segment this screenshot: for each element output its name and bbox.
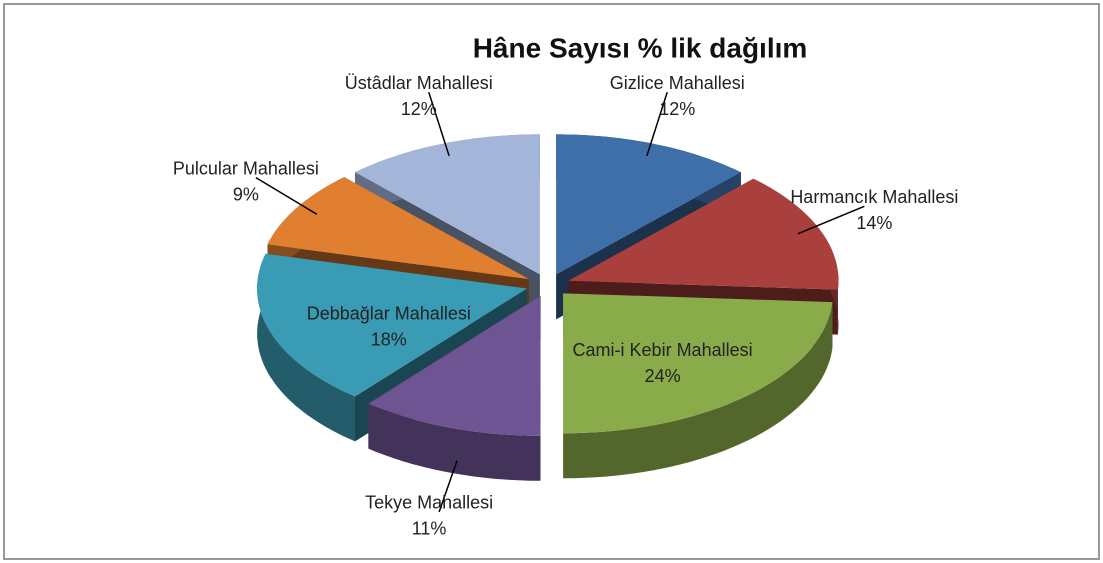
slice-label: Debbağlar Mahallesi bbox=[307, 304, 471, 324]
slice-side bbox=[257, 253, 355, 442]
value-label: 14% bbox=[856, 213, 892, 233]
slice-label: Gizlice Mahallesi bbox=[610, 73, 745, 93]
value-label: 24% bbox=[645, 366, 681, 386]
slice bbox=[568, 178, 839, 290]
chart-frame bbox=[3, 3, 1100, 560]
value-label: 9% bbox=[233, 184, 259, 204]
slice-side bbox=[563, 302, 833, 479]
slice bbox=[355, 134, 540, 275]
slice bbox=[257, 253, 528, 397]
value-label: 12% bbox=[659, 99, 695, 119]
value-label: 18% bbox=[371, 330, 407, 350]
slice bbox=[368, 295, 541, 436]
value-label: 12% bbox=[401, 99, 437, 119]
leader-line bbox=[797, 205, 865, 235]
value-label: 11% bbox=[412, 519, 447, 539]
leader-line bbox=[255, 177, 318, 215]
chart-title: Hâne Sayısı % lik dağılım bbox=[473, 32, 808, 63]
slice-label: Üstâdlar Mahallesi bbox=[345, 73, 493, 93]
slice-label: Tekye Mahallesi bbox=[365, 493, 493, 513]
slice bbox=[563, 293, 833, 434]
slice-label: Cami-i Kebir Mahallesi bbox=[573, 340, 753, 360]
leader-line bbox=[438, 460, 458, 513]
slice bbox=[556, 134, 741, 275]
leader-line bbox=[428, 92, 450, 157]
slice-label: Pulcular Mahallesi bbox=[173, 158, 319, 178]
slice-label: Harmancık Mahallesi bbox=[790, 187, 958, 207]
leader-line bbox=[646, 92, 668, 157]
slice-side bbox=[368, 403, 541, 481]
slice bbox=[267, 177, 530, 280]
